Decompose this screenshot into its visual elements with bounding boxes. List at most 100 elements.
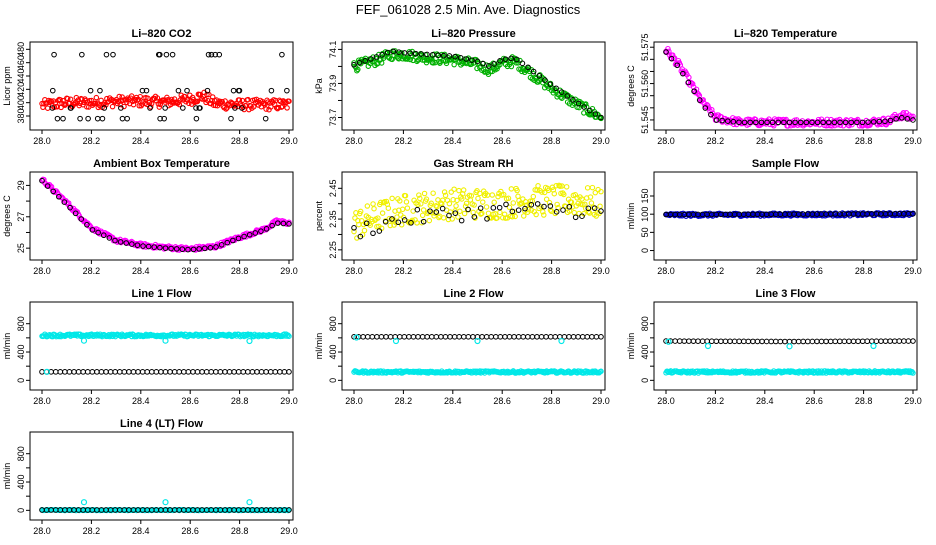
data-point <box>369 218 375 225</box>
data-point <box>397 212 404 218</box>
data-point <box>533 211 539 218</box>
data-point <box>554 201 560 208</box>
panel-title: Li–820 Pressure <box>431 28 515 40</box>
data-point <box>705 369 711 376</box>
y-tick-label: 380 <box>16 108 26 123</box>
data-point <box>231 369 237 375</box>
data-point <box>232 105 238 111</box>
data-point <box>786 343 793 350</box>
data-point <box>98 369 105 375</box>
data-point <box>369 333 376 340</box>
data-point <box>226 369 233 375</box>
data-point <box>93 94 100 101</box>
data-point <box>364 203 371 209</box>
panel-title: Li–820 Temperature <box>734 28 837 40</box>
data-point <box>592 189 599 196</box>
data-point <box>418 51 425 57</box>
data-point <box>54 115 61 122</box>
data-point <box>147 105 153 111</box>
data-point <box>217 369 224 375</box>
plot-frame <box>653 301 918 391</box>
panel-title: Line 3 Flow <box>756 288 816 300</box>
data-point <box>374 333 380 340</box>
data-point <box>736 119 742 126</box>
x-tick-label: 29.0 <box>280 396 298 406</box>
data-point <box>116 369 123 375</box>
data-point <box>384 49 391 56</box>
data-point <box>447 209 454 215</box>
data-point <box>552 210 558 217</box>
data-point <box>249 369 256 375</box>
data-point <box>184 87 190 94</box>
data-point <box>586 210 593 216</box>
data-point <box>80 337 88 344</box>
data-point <box>56 193 62 200</box>
data-point <box>471 214 478 220</box>
data-point <box>85 115 91 122</box>
data-point <box>581 104 587 110</box>
data-point <box>558 89 565 95</box>
data-point <box>570 333 577 340</box>
data-point <box>383 333 389 340</box>
x-tick-label: 29.0 <box>592 136 610 146</box>
x-tick-label: 28.4 <box>756 136 774 146</box>
panel-4: Gas Stream RH 28.0 28.2 28.4 28.6 28.8 29.0 2.2… <box>314 158 610 276</box>
data-point <box>396 55 402 62</box>
data-point <box>451 186 457 192</box>
y-tick-label: 27 <box>16 212 26 222</box>
data-point <box>528 207 535 213</box>
data-point <box>465 333 472 340</box>
data-point <box>490 205 497 211</box>
y-axis-label: ml/min <box>314 333 324 360</box>
x-tick-label: 28.8 <box>231 526 249 536</box>
data-point <box>468 193 475 199</box>
data-point <box>277 369 283 375</box>
x-tick-label: 28.2 <box>83 526 101 536</box>
data-point <box>898 114 905 121</box>
data-point <box>536 72 543 79</box>
data-point <box>538 204 544 210</box>
data-point <box>274 220 281 226</box>
data-point <box>479 210 485 217</box>
data-point <box>418 201 424 207</box>
data-point <box>124 115 130 122</box>
data-point <box>84 369 91 375</box>
y-tick-label: 29 <box>16 180 26 190</box>
data-point <box>61 199 68 205</box>
y-tick-label: 800 <box>640 316 650 331</box>
data-point <box>855 338 861 345</box>
data-point <box>865 119 871 125</box>
data-point <box>75 369 82 375</box>
data-point <box>564 93 571 99</box>
data-point <box>64 95 71 102</box>
data-point <box>910 117 916 123</box>
data-point <box>68 105 74 111</box>
plot-frame <box>29 301 294 391</box>
data-point <box>373 54 380 60</box>
data-point <box>508 55 514 62</box>
data-point <box>441 189 448 195</box>
data-point <box>800 338 807 345</box>
data-point <box>212 51 219 58</box>
data-point <box>520 333 527 340</box>
data-point <box>356 59 363 66</box>
data-point <box>497 333 504 340</box>
data-point <box>837 119 843 126</box>
data-point <box>428 200 434 207</box>
data-point <box>406 333 412 340</box>
panel-title: Line 4 (LT) Flow <box>120 418 203 430</box>
data-point <box>80 499 88 506</box>
data-point <box>100 232 107 239</box>
data-point <box>588 200 595 206</box>
data-point <box>455 54 461 60</box>
data-point <box>229 237 235 243</box>
x-tick-label: 28.6 <box>181 396 199 406</box>
data-point <box>156 104 163 110</box>
data-point <box>876 118 883 125</box>
y-tick-label: 2.45 <box>328 180 338 198</box>
data-point <box>402 192 409 199</box>
data-point <box>510 200 517 206</box>
x-tick-label: 28.6 <box>805 136 823 146</box>
data-point <box>671 55 678 61</box>
data-point <box>158 369 164 375</box>
